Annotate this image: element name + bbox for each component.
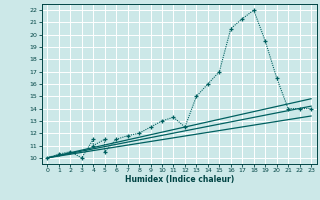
X-axis label: Humidex (Indice chaleur): Humidex (Indice chaleur) [124, 175, 234, 184]
